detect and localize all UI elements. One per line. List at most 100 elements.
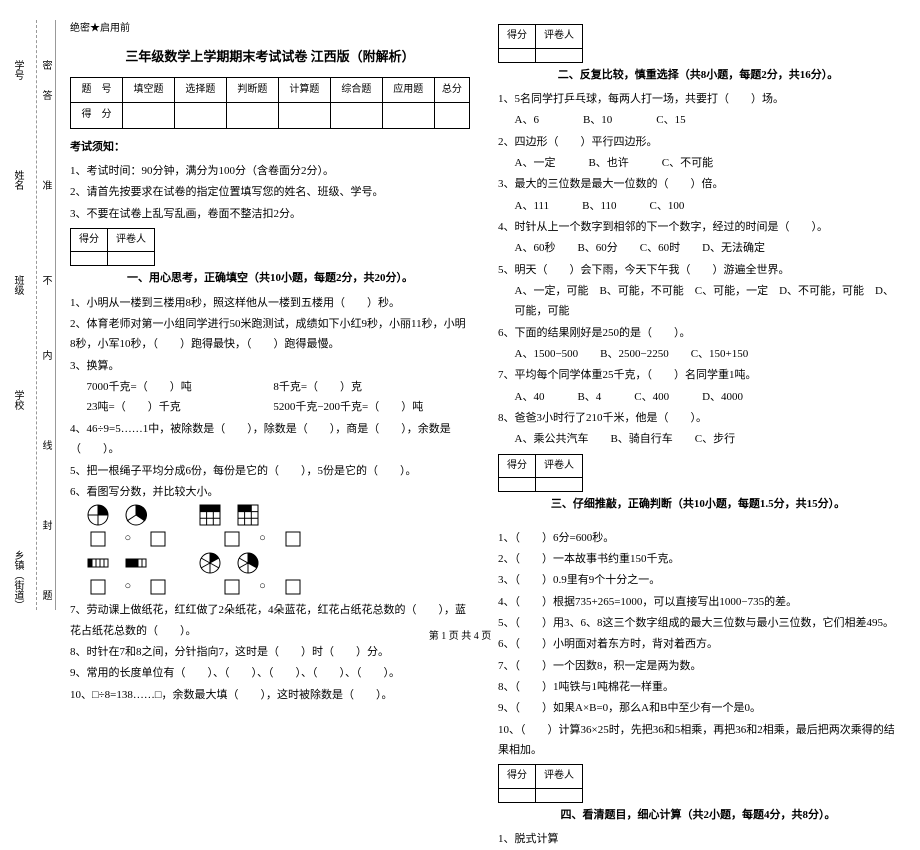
fraction-figures-row xyxy=(70,504,470,526)
options: A、乘公共汽车 B、骑自行车 C、步行 xyxy=(498,429,898,449)
circle-sixths-icon xyxy=(199,552,221,574)
blank: 23吨=（ ）千克 xyxy=(87,397,271,417)
cell: 总分 xyxy=(434,77,469,103)
gutter-label: 班级 xyxy=(10,275,25,295)
table-row: 得 分 xyxy=(71,103,470,129)
fraction-figures-row xyxy=(70,552,470,574)
grid-3x3-icon xyxy=(199,504,221,526)
exam-title: 三年级数学上学期期末考试试卷 江西版（附解析） xyxy=(70,45,470,69)
seal-char: 内 xyxy=(38,350,53,360)
options: A、60秒 B、60分 C、60时 D、无法确定 xyxy=(498,238,898,258)
cell xyxy=(434,103,469,129)
options: A、111 B、110 C、100 xyxy=(498,196,898,216)
notice-item: 2、请首先按要求在试卷的指定位置填写您的姓名、班级、学号。 xyxy=(70,182,470,202)
cell: 评卷人 xyxy=(536,454,583,478)
compare-symbol: ○ xyxy=(259,576,266,598)
circle-thirds-icon xyxy=(125,504,147,526)
cell xyxy=(278,103,330,129)
question: 2、四边形（ ）平行四边形。 xyxy=(498,132,898,152)
cell: 得分 xyxy=(499,25,536,49)
cell xyxy=(122,103,174,129)
cell: 得 分 xyxy=(71,103,123,129)
question: 10、□÷8=138……□，余数最大填（ ），这时被除数是（ ）。 xyxy=(70,685,470,705)
blank-box-icon xyxy=(87,576,109,598)
judge-item: 7、（ ）一个因数8，积一定是两为数。 xyxy=(498,656,898,676)
judge-item: 4、（ ）根据735+265=1000，可以直接写出1000−735的差。 xyxy=(498,592,898,612)
section-score-box: 得分评卷人 xyxy=(498,764,583,803)
right-column: 得分评卷人 二、反复比较，慎重选择（共8小题，每题2分，共16分）。 1、5名同… xyxy=(484,20,912,610)
cell xyxy=(71,252,108,266)
judge-item: 8、（ ）1吨铁与1吨棉花一样重。 xyxy=(498,677,898,697)
cell: 填空题 xyxy=(122,77,174,103)
question: 7、平均每个同学体重25千克，（ ）名同学重1吨。 xyxy=(498,365,898,385)
question: 8、爸爸3小时行了210千米，他是（ ）。 xyxy=(498,408,898,428)
compare-symbol: ○ xyxy=(259,528,266,550)
question: 3、最大的三位数是最大一位数的（ ）倍。 xyxy=(498,174,898,194)
gutter-label: 学号 xyxy=(10,60,25,80)
blank-box-icon xyxy=(282,528,304,550)
cell: 计算题 xyxy=(278,77,330,103)
options: A、40 B、4 C、400 D、4000 xyxy=(498,387,898,407)
cell xyxy=(499,788,536,802)
section-score-box: 得分评卷人 xyxy=(70,228,155,267)
cell: 题 号 xyxy=(71,77,123,103)
judge-item: 10、（ ）计算36×25时，先把36和5相乘，再把36和2相乘，最后把两次乘得… xyxy=(498,720,898,761)
dashed-line xyxy=(36,20,37,610)
cell: 得分 xyxy=(71,228,108,252)
section-3-head: 三、仔细推敲，正确判断（共10小题，每题1.5分，共15分）。 xyxy=(498,494,898,514)
page-footer: 第 1 页 共 4 页 xyxy=(0,627,920,642)
options: A、一定，可能 B、可能，不可能 C、可能，一定 D、不可能，可能 D、可能，可… xyxy=(498,281,898,322)
notice-item: 1、考试时间：90分钟，满分为100分（含卷面分2分）。 xyxy=(70,161,470,181)
blank: 5200千克−200千克=（ ）吨 xyxy=(273,401,423,413)
blank: 8千克=（ ）克 xyxy=(273,381,362,393)
question: 8、时针在7和8之间，分针指向7，这时是（ ）时（ ）分。 xyxy=(70,642,470,662)
grid-3x3-icon xyxy=(237,504,259,526)
compare-symbol: ○ xyxy=(125,528,132,550)
blank-box-icon xyxy=(147,576,169,598)
judge-item: 3、（ ）0.9里有9个十分之一。 xyxy=(498,570,898,590)
notice-item: 3、不要在试卷上乱写乱画，卷面不整洁扣2分。 xyxy=(70,204,470,224)
cell: 评卷人 xyxy=(536,25,583,49)
cell: 得分 xyxy=(499,765,536,789)
sub-line: 23吨=（ ）千克 5200千克−200千克=（ ）吨 xyxy=(70,397,470,417)
secret-label: 绝密★启用前 xyxy=(70,20,470,39)
question: 6、下面的结果刚好是250的是（ ）。 xyxy=(498,323,898,343)
question: 2、体育老师对第一小组同学进行50米跑测试，成绩如下小红9秒，小丽11秒，小明8… xyxy=(70,314,470,355)
question: 1、5名同学打乒乓球，每两人打一场，共要打（ ）场。 xyxy=(498,89,898,109)
left-column: 绝密★启用前 三年级数学上学期期末考试试卷 江西版（附解析） 题 号 填空题 选… xyxy=(56,20,484,610)
cell xyxy=(382,103,434,129)
gutter-label: 乡镇（街道） xyxy=(10,550,25,610)
judge-item: 9、（ ）如果A×B=0，那么A和B中至少有一个是0。 xyxy=(498,698,898,718)
cell xyxy=(499,478,536,492)
blank-box-icon xyxy=(87,528,109,550)
cell xyxy=(108,252,155,266)
bar-5-icon xyxy=(87,552,109,574)
fraction-blanks-row: ○ ○ xyxy=(70,576,470,598)
judge-item: 2、（ ）一本故事书约重150千克。 xyxy=(498,549,898,569)
options: A、6 B、10 C、15 xyxy=(498,110,898,130)
blank-box-icon xyxy=(221,528,243,550)
cell: 评卷人 xyxy=(108,228,155,252)
compare-symbol: ○ xyxy=(125,576,132,598)
sub-line: 7000千克=（ ）吨 8千克=（ ）克 xyxy=(70,377,470,397)
cell xyxy=(536,788,583,802)
binding-gutter: 学号 姓名 班级 学校 乡镇（街道） 密 答 准 不 内 线 封 题 xyxy=(8,20,56,610)
question: 5、把一根绳子平均分成6份，每份是它的（ ），5份是它的（ ）。 xyxy=(70,461,470,481)
question: 1、小明从一楼到三楼用8秒，照这样他从一楼到五楼用（ ）秒。 xyxy=(70,293,470,313)
section-2-head: 二、反复比较，慎重选择（共8小题，每题2分，共16分）。 xyxy=(498,65,898,85)
blank-box-icon xyxy=(147,528,169,550)
cell xyxy=(536,478,583,492)
blank-box-icon xyxy=(221,576,243,598)
cell: 得分 xyxy=(499,454,536,478)
seal-char: 密 xyxy=(38,60,53,70)
cell xyxy=(499,48,536,62)
question: 1、脱式计算 xyxy=(498,829,898,849)
cell: 选择题 xyxy=(174,77,226,103)
cell: 评卷人 xyxy=(536,765,583,789)
question: 9、常用的长度单位有（ ）、（ ）、（ ）、（ ）、（ ）。 xyxy=(70,663,470,683)
table-row: 题 号 填空题 选择题 判断题 计算题 综合题 应用题 总分 xyxy=(71,77,470,103)
question: 4、46÷9=5……1中，被除数是（ ），除数是（ ），商是（ ），余数是（ ）… xyxy=(70,419,470,460)
fraction-blanks-row: ○ ○ xyxy=(70,528,470,550)
seal-char: 线 xyxy=(38,440,53,450)
bar-5-icon xyxy=(125,552,147,574)
